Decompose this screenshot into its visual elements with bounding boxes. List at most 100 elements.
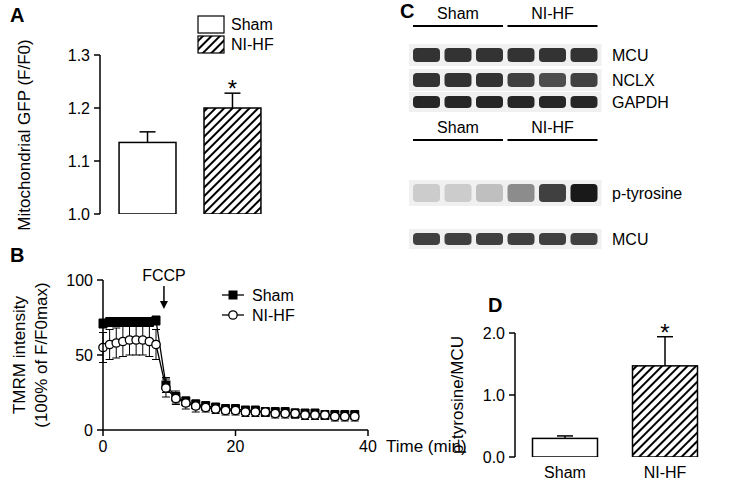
error-bar — [241, 408, 249, 417]
point — [331, 412, 339, 420]
error-cap — [140, 131, 156, 133]
point — [311, 411, 319, 419]
annotation: FCCP — [142, 267, 186, 284]
panel-label: A — [10, 4, 24, 26]
legend-label: NI-HF — [231, 36, 274, 53]
blot-band — [476, 48, 503, 62]
point — [192, 402, 200, 410]
blot-band — [539, 73, 566, 87]
error-bar — [557, 436, 573, 438]
significance-mark: * — [660, 319, 669, 346]
error-cap — [182, 409, 190, 410]
point — [351, 412, 359, 420]
lane-group-line — [413, 25, 503, 27]
bar — [533, 438, 598, 457]
blot-band — [571, 96, 598, 108]
lane-group-line — [508, 25, 598, 27]
bar — [204, 108, 261, 214]
point — [182, 399, 190, 407]
legend-label: Sham — [252, 287, 294, 304]
error-bar — [172, 393, 180, 405]
blot-band — [445, 233, 472, 245]
y-tick-label: 1.0 — [483, 387, 505, 404]
point — [201, 403, 209, 411]
blot-band — [476, 233, 503, 245]
error-cap — [172, 404, 180, 405]
error-cap — [192, 400, 200, 401]
error-cap — [152, 329, 160, 330]
error-bar — [351, 412, 359, 421]
x-tick — [235, 430, 237, 436]
error-bar — [301, 411, 309, 420]
y-tick — [94, 213, 100, 215]
error-bar — [192, 400, 200, 412]
point — [321, 411, 329, 419]
y-axis-line — [99, 55, 101, 214]
blot-background — [409, 180, 602, 206]
legend-label: Sham — [231, 16, 273, 33]
error-cap — [557, 435, 573, 437]
point — [271, 409, 279, 417]
y-axis-label: p-tyrosine/MCU — [448, 336, 467, 454]
blot-band — [571, 184, 598, 202]
annotation-arrowhead — [160, 301, 168, 309]
y-tick — [509, 456, 515, 458]
lane-group-label: Sham — [437, 5, 479, 22]
blot-row-label: MCU — [612, 47, 648, 64]
y-tick-label: 100 — [66, 272, 93, 289]
error-cap — [112, 358, 120, 359]
y-tick — [97, 279, 103, 281]
point — [172, 394, 180, 402]
x-tick-label: Sham — [544, 464, 586, 481]
error-bar — [251, 408, 259, 417]
error-bar — [281, 409, 289, 418]
error-stem — [147, 132, 149, 143]
error-bar — [261, 408, 269, 417]
y-tick-label: 1.0 — [68, 206, 90, 223]
y-tick — [97, 429, 103, 431]
blot-band — [476, 96, 503, 108]
legend-marker — [229, 311, 237, 319]
error-bar — [222, 406, 230, 415]
legend-swatch — [198, 16, 224, 33]
figure: 1.01.11.21.3ShamNI-HF*Mitochondrial GFP … — [0, 0, 743, 485]
blot-background — [409, 229, 602, 249]
error-bar — [182, 397, 190, 409]
lane-group-line — [413, 139, 503, 141]
blot-band — [413, 73, 440, 87]
y-tick — [509, 332, 515, 334]
y-tick-label: 1.2 — [68, 100, 90, 117]
series-line — [103, 321, 355, 416]
error-bar — [212, 405, 220, 414]
series-line — [103, 340, 355, 417]
y-tick — [94, 160, 100, 162]
error-bar — [152, 330, 160, 360]
error-cap — [139, 325, 147, 326]
blot-band — [413, 233, 440, 245]
error-bar — [291, 409, 299, 418]
blot-background — [409, 92, 602, 112]
error-cap — [145, 356, 153, 357]
error-bar — [291, 409, 299, 418]
point — [162, 384, 170, 392]
error-bar — [152, 316, 160, 325]
y-tick — [509, 394, 515, 396]
error-cap — [112, 328, 120, 329]
point — [221, 406, 229, 414]
blot-band — [413, 96, 440, 108]
plot-area — [533, 337, 698, 457]
point — [291, 409, 299, 417]
error-cap — [119, 326, 127, 327]
legend-marker — [229, 291, 237, 299]
error-bar — [341, 412, 349, 421]
error-bar — [311, 411, 319, 420]
blot-row-label: NCLX — [612, 72, 655, 89]
blot-row-label: MCU — [612, 231, 648, 248]
blot-band — [539, 233, 566, 245]
significance-mark: * — [228, 75, 237, 102]
blot-band — [445, 184, 472, 202]
error-cap — [106, 359, 114, 360]
error-bar — [271, 409, 279, 418]
x-tick — [367, 430, 369, 436]
point — [251, 408, 259, 416]
